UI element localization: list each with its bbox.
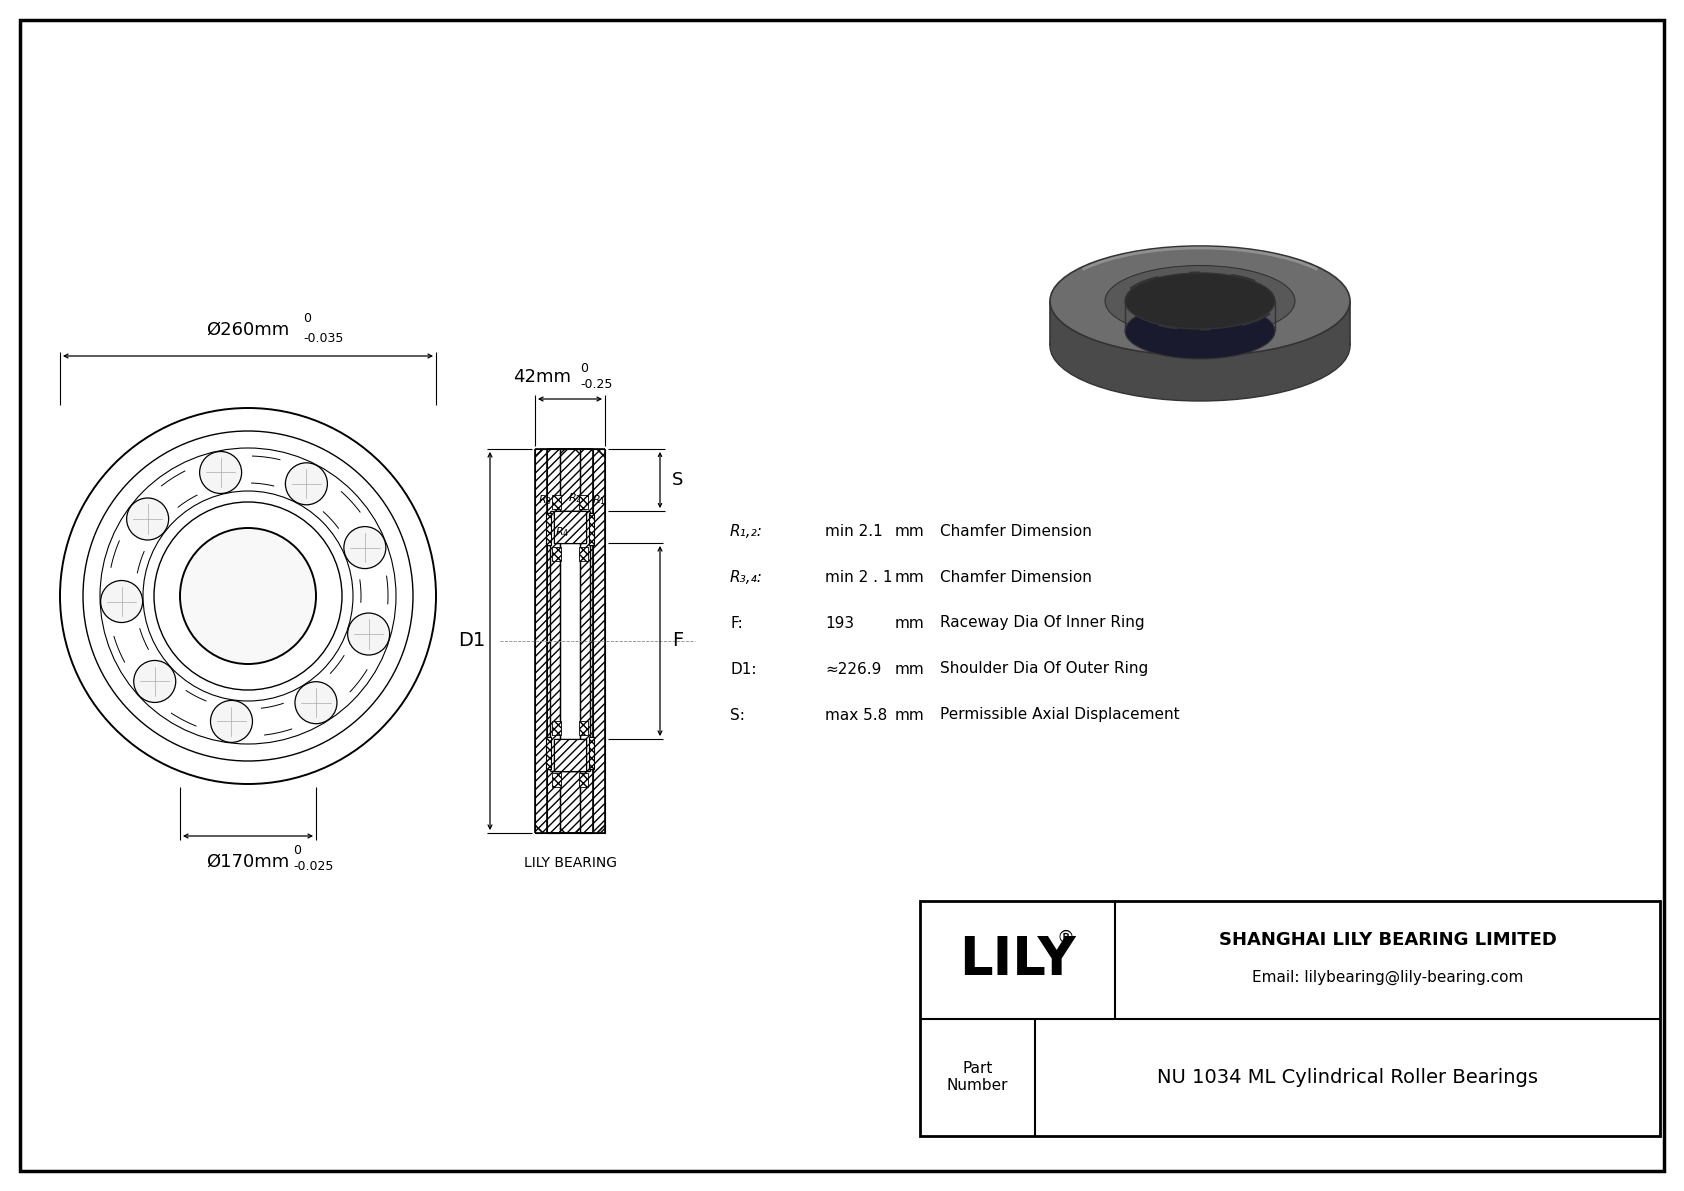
Text: LILY: LILY <box>960 934 1076 986</box>
Bar <box>554 738 586 771</box>
Bar <box>547 449 561 833</box>
Text: $R_1$: $R_1$ <box>593 493 606 507</box>
Text: 193: 193 <box>825 616 854 630</box>
Ellipse shape <box>1125 273 1275 329</box>
Bar <box>536 449 551 833</box>
Circle shape <box>126 498 168 540</box>
Circle shape <box>133 661 175 703</box>
Text: -0.25: -0.25 <box>579 379 613 392</box>
Ellipse shape <box>1051 247 1351 356</box>
Text: 0: 0 <box>303 312 312 324</box>
Text: min 2 . 1: min 2 . 1 <box>825 569 893 585</box>
Text: -0.025: -0.025 <box>293 860 333 873</box>
Circle shape <box>347 613 389 655</box>
Text: LILY BEARING: LILY BEARING <box>524 856 616 869</box>
Bar <box>589 737 594 769</box>
Text: S: S <box>672 470 684 490</box>
Text: D1:: D1: <box>729 661 756 676</box>
Circle shape <box>344 526 386 568</box>
Bar <box>579 773 588 787</box>
Bar <box>552 721 561 735</box>
Bar <box>589 449 605 833</box>
Text: Email: lilybearing@lily-bearing.com: Email: lilybearing@lily-bearing.com <box>1251 971 1524 985</box>
Text: ®: ® <box>1056 929 1074 947</box>
Text: mm: mm <box>894 569 925 585</box>
Bar <box>579 495 588 509</box>
Text: $R_2$: $R_2$ <box>568 491 583 505</box>
Bar <box>546 513 551 545</box>
Text: min 2.1: min 2.1 <box>825 524 882 538</box>
Ellipse shape <box>1105 266 1295 337</box>
Text: F:: F: <box>729 616 743 630</box>
Text: Chamfer Dimension: Chamfer Dimension <box>940 569 1091 585</box>
Bar <box>551 771 589 833</box>
Text: $R_4$: $R_4$ <box>556 525 569 540</box>
Bar <box>589 513 594 545</box>
Text: Chamfer Dimension: Chamfer Dimension <box>940 524 1091 538</box>
Circle shape <box>200 451 241 493</box>
Text: 42mm: 42mm <box>514 368 571 386</box>
Text: ≈226.9: ≈226.9 <box>825 661 881 676</box>
Text: Shoulder Dia Of Outer Ring: Shoulder Dia Of Outer Ring <box>940 661 1148 676</box>
Text: -0.035: -0.035 <box>303 331 344 344</box>
Text: 0: 0 <box>293 843 301 856</box>
Text: mm: mm <box>894 524 925 538</box>
Bar <box>552 547 561 561</box>
Text: $R_3$: $R_3$ <box>537 493 552 507</box>
Text: mm: mm <box>894 616 925 630</box>
Bar <box>554 511 586 543</box>
Text: mm: mm <box>894 661 925 676</box>
Circle shape <box>285 463 327 505</box>
Text: NU 1034 ML Cylindrical Roller Bearings: NU 1034 ML Cylindrical Roller Bearings <box>1157 1068 1537 1086</box>
Bar <box>552 495 561 509</box>
Bar <box>579 547 588 561</box>
Text: R₁,₂:: R₁,₂: <box>729 524 763 538</box>
Circle shape <box>101 580 143 623</box>
Text: mm: mm <box>894 707 925 723</box>
Text: Ø170mm: Ø170mm <box>207 853 290 871</box>
Text: Ø260mm: Ø260mm <box>207 322 290 339</box>
Text: Part
Number: Part Number <box>946 1061 1009 1093</box>
Text: max 5.8: max 5.8 <box>825 707 887 723</box>
Bar <box>1051 301 1351 347</box>
Bar <box>551 449 589 511</box>
Ellipse shape <box>1051 291 1351 401</box>
Text: D1: D1 <box>458 631 485 650</box>
Circle shape <box>295 681 337 724</box>
Circle shape <box>180 529 315 663</box>
Bar <box>919 902 1660 1136</box>
Text: F: F <box>672 631 684 650</box>
Bar <box>579 449 593 833</box>
Text: S:: S: <box>729 707 744 723</box>
Text: SHANGHAI LILY BEARING LIMITED: SHANGHAI LILY BEARING LIMITED <box>1219 930 1556 949</box>
Bar <box>552 773 561 787</box>
Text: 0: 0 <box>579 362 588 375</box>
Circle shape <box>210 700 253 742</box>
Bar <box>546 737 551 769</box>
Text: Permissible Axial Displacement: Permissible Axial Displacement <box>940 707 1179 723</box>
Text: Raceway Dia Of Inner Ring: Raceway Dia Of Inner Ring <box>940 616 1145 630</box>
Text: R₃,₄:: R₃,₄: <box>729 569 763 585</box>
Ellipse shape <box>1125 303 1275 358</box>
Bar <box>579 721 588 735</box>
Bar <box>530 444 610 838</box>
